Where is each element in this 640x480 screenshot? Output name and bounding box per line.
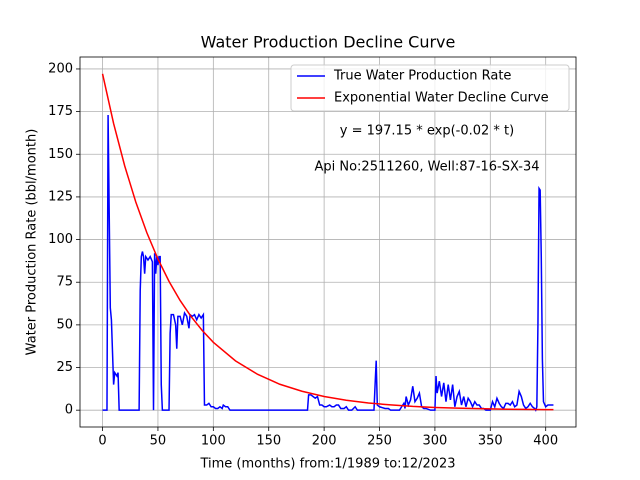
- y-axis-label: Water Production Rate (bbl/month): [25, 129, 40, 356]
- legend-label: Exponential Water Decline Curve: [334, 91, 549, 106]
- x-tick-label: 150: [256, 434, 281, 449]
- x-tick-label: 200: [312, 434, 337, 449]
- x-tick-label: 100: [201, 434, 226, 449]
- annotation: y = 197.15 * exp(-0.02 * t): [340, 124, 514, 139]
- y-tick-label: 200: [48, 61, 73, 76]
- y-tick-label: 0: [65, 403, 73, 418]
- legend-label: True Water Production Rate: [333, 69, 511, 84]
- x-tick-label: 400: [533, 434, 558, 449]
- y-tick-label: 25: [56, 360, 73, 375]
- chart-title: Water Production Decline Curve: [201, 33, 456, 52]
- y-tick-label: 100: [48, 232, 73, 247]
- x-axis-label: Time (months) from:1/1989 to:12/2023: [199, 457, 455, 472]
- legend-box: [290, 64, 570, 112]
- y-tick-label: 125: [48, 189, 73, 204]
- plot-frame: [79, 56, 577, 428]
- y-tick-label: 75: [56, 275, 73, 290]
- x-tick-label: 250: [367, 434, 392, 449]
- x-tick-label: 0: [98, 434, 106, 449]
- x-tick-label: 350: [478, 434, 503, 449]
- annotation: Api No:2511260, Well:87-16-SX-34: [314, 160, 539, 175]
- x-tick-label: 300: [422, 434, 447, 449]
- data-line: [102, 115, 554, 412]
- y-tick-label: 150: [48, 147, 73, 162]
- x-tick-label: 50: [150, 434, 167, 449]
- y-tick-label: 175: [48, 104, 73, 119]
- y-tick-label: 50: [56, 317, 73, 332]
- data-line: [101, 73, 554, 411]
